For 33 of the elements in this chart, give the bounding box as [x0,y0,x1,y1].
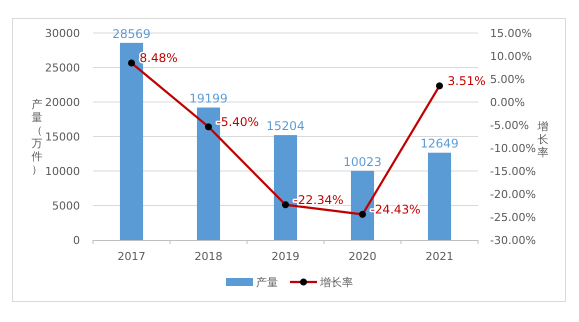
data-label: 10023 [343,154,382,169]
y2-tick-label: -10.00% [490,142,536,155]
x-tick-label: 2019 [272,250,300,263]
y-axis-title: 产量（万件） [32,98,42,176]
y2-tick-label: 5.00% [490,73,525,86]
y-tick-label: 30000 [45,27,80,40]
y2-tick-label: 10.00% [490,50,532,63]
x-tick-label: 2018 [194,250,222,263]
y-tick-label: 15000 [45,130,80,144]
y2-tick-label: 15.00% [490,27,532,40]
y2-tick-label: -25.00% [490,211,536,224]
data-label: 15204 [266,119,305,134]
y2-tick-label: -20.00% [490,188,536,201]
data-label: 28569 [112,26,151,41]
legend-label: 产量 [256,276,278,289]
legend-label: 增长率 [319,276,353,289]
x-tick-label: 2020 [348,250,376,263]
bar [428,152,452,240]
y-tick-label: 20000 [45,96,80,109]
x-tick-label: 2017 [118,250,146,263]
y2-tick-label: -30.00% [490,234,536,247]
data-label: 19199 [189,92,228,106]
data-label: 3.51% [448,74,486,88]
y-tick-label: 10000 [45,165,80,178]
y-tick-label: 0 [73,234,80,247]
y2-tick-label: -15.00% [490,165,536,178]
data-label: 12649 [420,136,459,151]
y2-axis-title: 增长率 [536,120,548,159]
x-tick-label: 2021 [426,250,454,263]
y2-tick-label: -5.00% [490,119,529,132]
y2-tick-label: 0.00% [490,96,525,109]
y-tick-label: 5000 [52,200,80,212]
y-tick-label: 25000 [45,62,80,74]
